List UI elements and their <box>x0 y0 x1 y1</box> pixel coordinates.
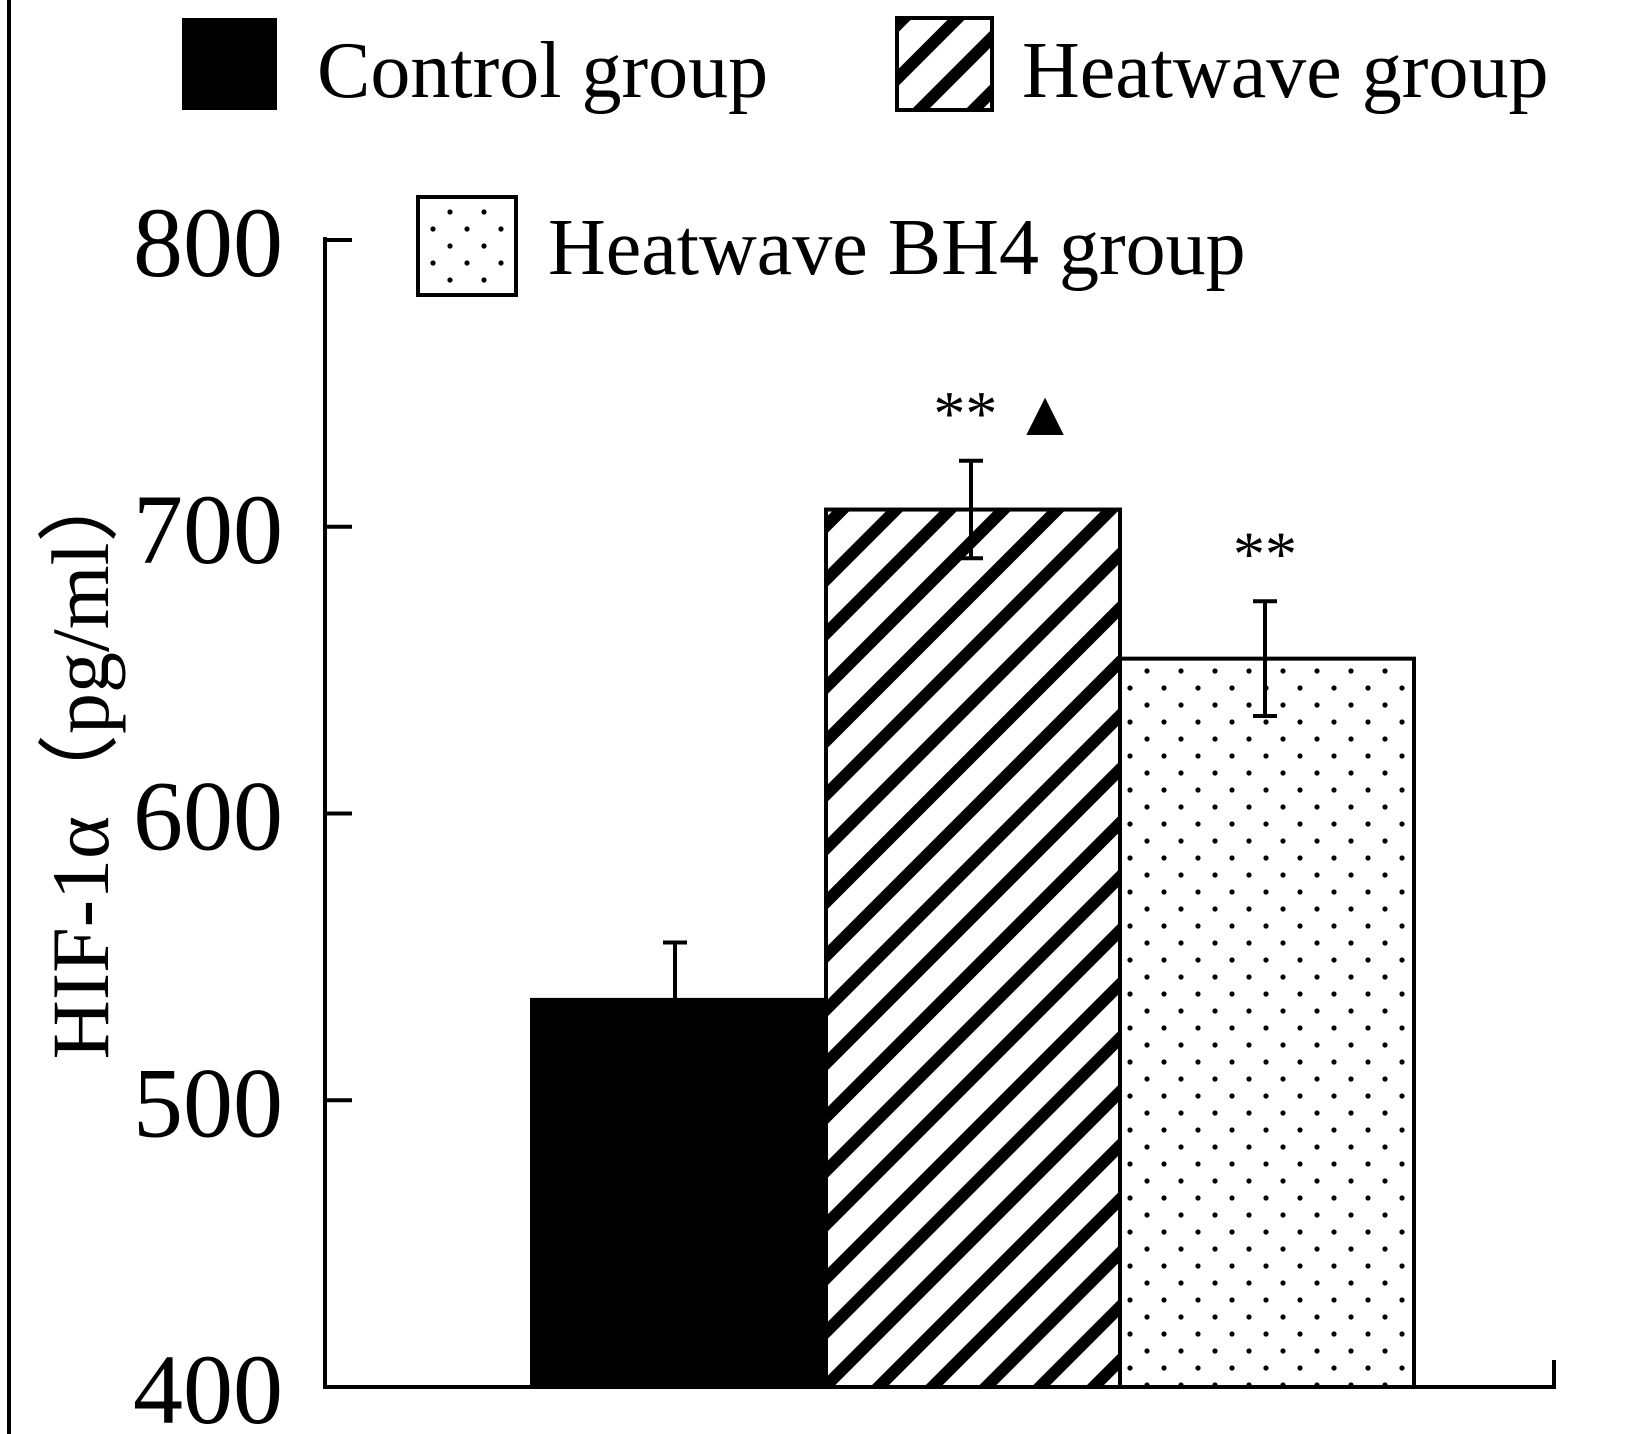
bar-2 <box>824 507 1122 1390</box>
legend-label-control: Control group <box>317 27 768 115</box>
legend-swatch-bh4 <box>416 195 518 297</box>
legend: Control group Heatwave group Heatwave BH… <box>182 16 1548 297</box>
bars-group: ** ▲ ** <box>530 378 1416 1390</box>
y-tick-label: 700 <box>133 474 283 585</box>
y-axis-ticks: 400 500 600 700 800 <box>133 187 352 1434</box>
y-tick-label: 400 <box>133 1334 283 1434</box>
legend-swatch-heatwave <box>895 16 994 112</box>
bar-3 <box>1118 656 1416 1389</box>
y-axis-title: HIF-1α（pg/ml） <box>35 461 126 1060</box>
legend-label-heatwave: Heatwave group <box>1022 27 1548 115</box>
significance-label: ** ▲ <box>933 378 1076 449</box>
legend-swatch-control <box>182 18 277 110</box>
y-tick-label: 500 <box>133 1047 283 1158</box>
y-tick-label: 600 <box>133 761 283 872</box>
legend-label-bh4: Heatwave BH4 group <box>548 204 1246 292</box>
bar-1 <box>530 997 828 1389</box>
significance-label: ** <box>1233 518 1297 589</box>
y-tick-label: 800 <box>133 187 283 298</box>
